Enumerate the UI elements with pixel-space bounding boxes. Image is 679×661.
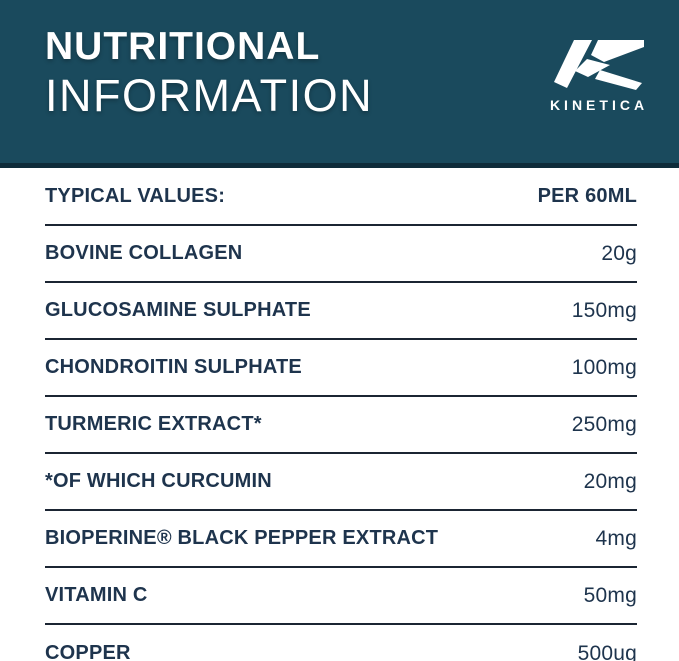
table-row: *OF WHICH CURCUMIN 20mg: [45, 454, 637, 511]
nutrient-value: 100mg: [571, 355, 637, 379]
nutrient-label: TURMERIC EXTRACT*: [45, 413, 262, 435]
nutrient-value: 500ug: [577, 641, 637, 661]
nutrient-label: GLUCOSAMINE SULPHATE: [45, 299, 311, 321]
nutrient-value: 250mg: [571, 412, 637, 436]
table-row: TURMERIC EXTRACT* 250mg: [45, 397, 637, 454]
table-row: COPPER 500ug: [45, 625, 637, 661]
table-row: VITAMIN C 50mg: [45, 568, 637, 625]
nutrient-value: 20g: [601, 241, 637, 265]
nutrient-label: CHONDROITIN SULPHATE: [45, 356, 302, 378]
column-header-label: TYPICAL VALUES:: [45, 184, 226, 207]
table-row: BIOPERINE® BLACK PEPPER EXTRACT 4mg: [45, 511, 637, 568]
brand-name: KINETICA: [549, 97, 649, 113]
nutrient-label: BIOPERINE® BLACK PEPPER EXTRACT: [45, 527, 439, 549]
nutrient-value: 50mg: [583, 583, 637, 607]
table-row: BOVINE COLLAGEN 20g: [45, 226, 637, 283]
page-title: NUTRITIONAL INFORMATION: [45, 22, 373, 121]
nutrient-label: COPPER: [45, 642, 131, 661]
brand-logo: KINETICA: [549, 40, 649, 113]
title-line-1: NUTRITIONAL: [45, 25, 321, 68]
nutrient-value: 150mg: [571, 298, 637, 322]
nutrient-label: *OF WHICH CURCUMIN: [45, 470, 272, 492]
nutrition-table: TYPICAL VALUES: PER 60ML BOVINE COLLAGEN…: [45, 168, 637, 661]
table-row: GLUCOSAMINE SULPHATE 150mg: [45, 283, 637, 340]
kinetica-k-icon: [554, 40, 644, 90]
nutrient-label: VITAMIN C: [45, 584, 148, 606]
header-band: NUTRITIONAL INFORMATION KINETICA: [0, 0, 679, 168]
nutrient-value: 20mg: [583, 469, 637, 493]
title-line-2: INFORMATION: [45, 70, 374, 121]
nutrient-label: BOVINE COLLAGEN: [45, 242, 243, 264]
table-header-row: TYPICAL VALUES: PER 60ML: [45, 168, 637, 226]
column-header-value: PER 60ML: [537, 184, 637, 207]
nutrient-value: 4mg: [595, 526, 637, 550]
table-row: CHONDROITIN SULPHATE 100mg: [45, 340, 637, 397]
